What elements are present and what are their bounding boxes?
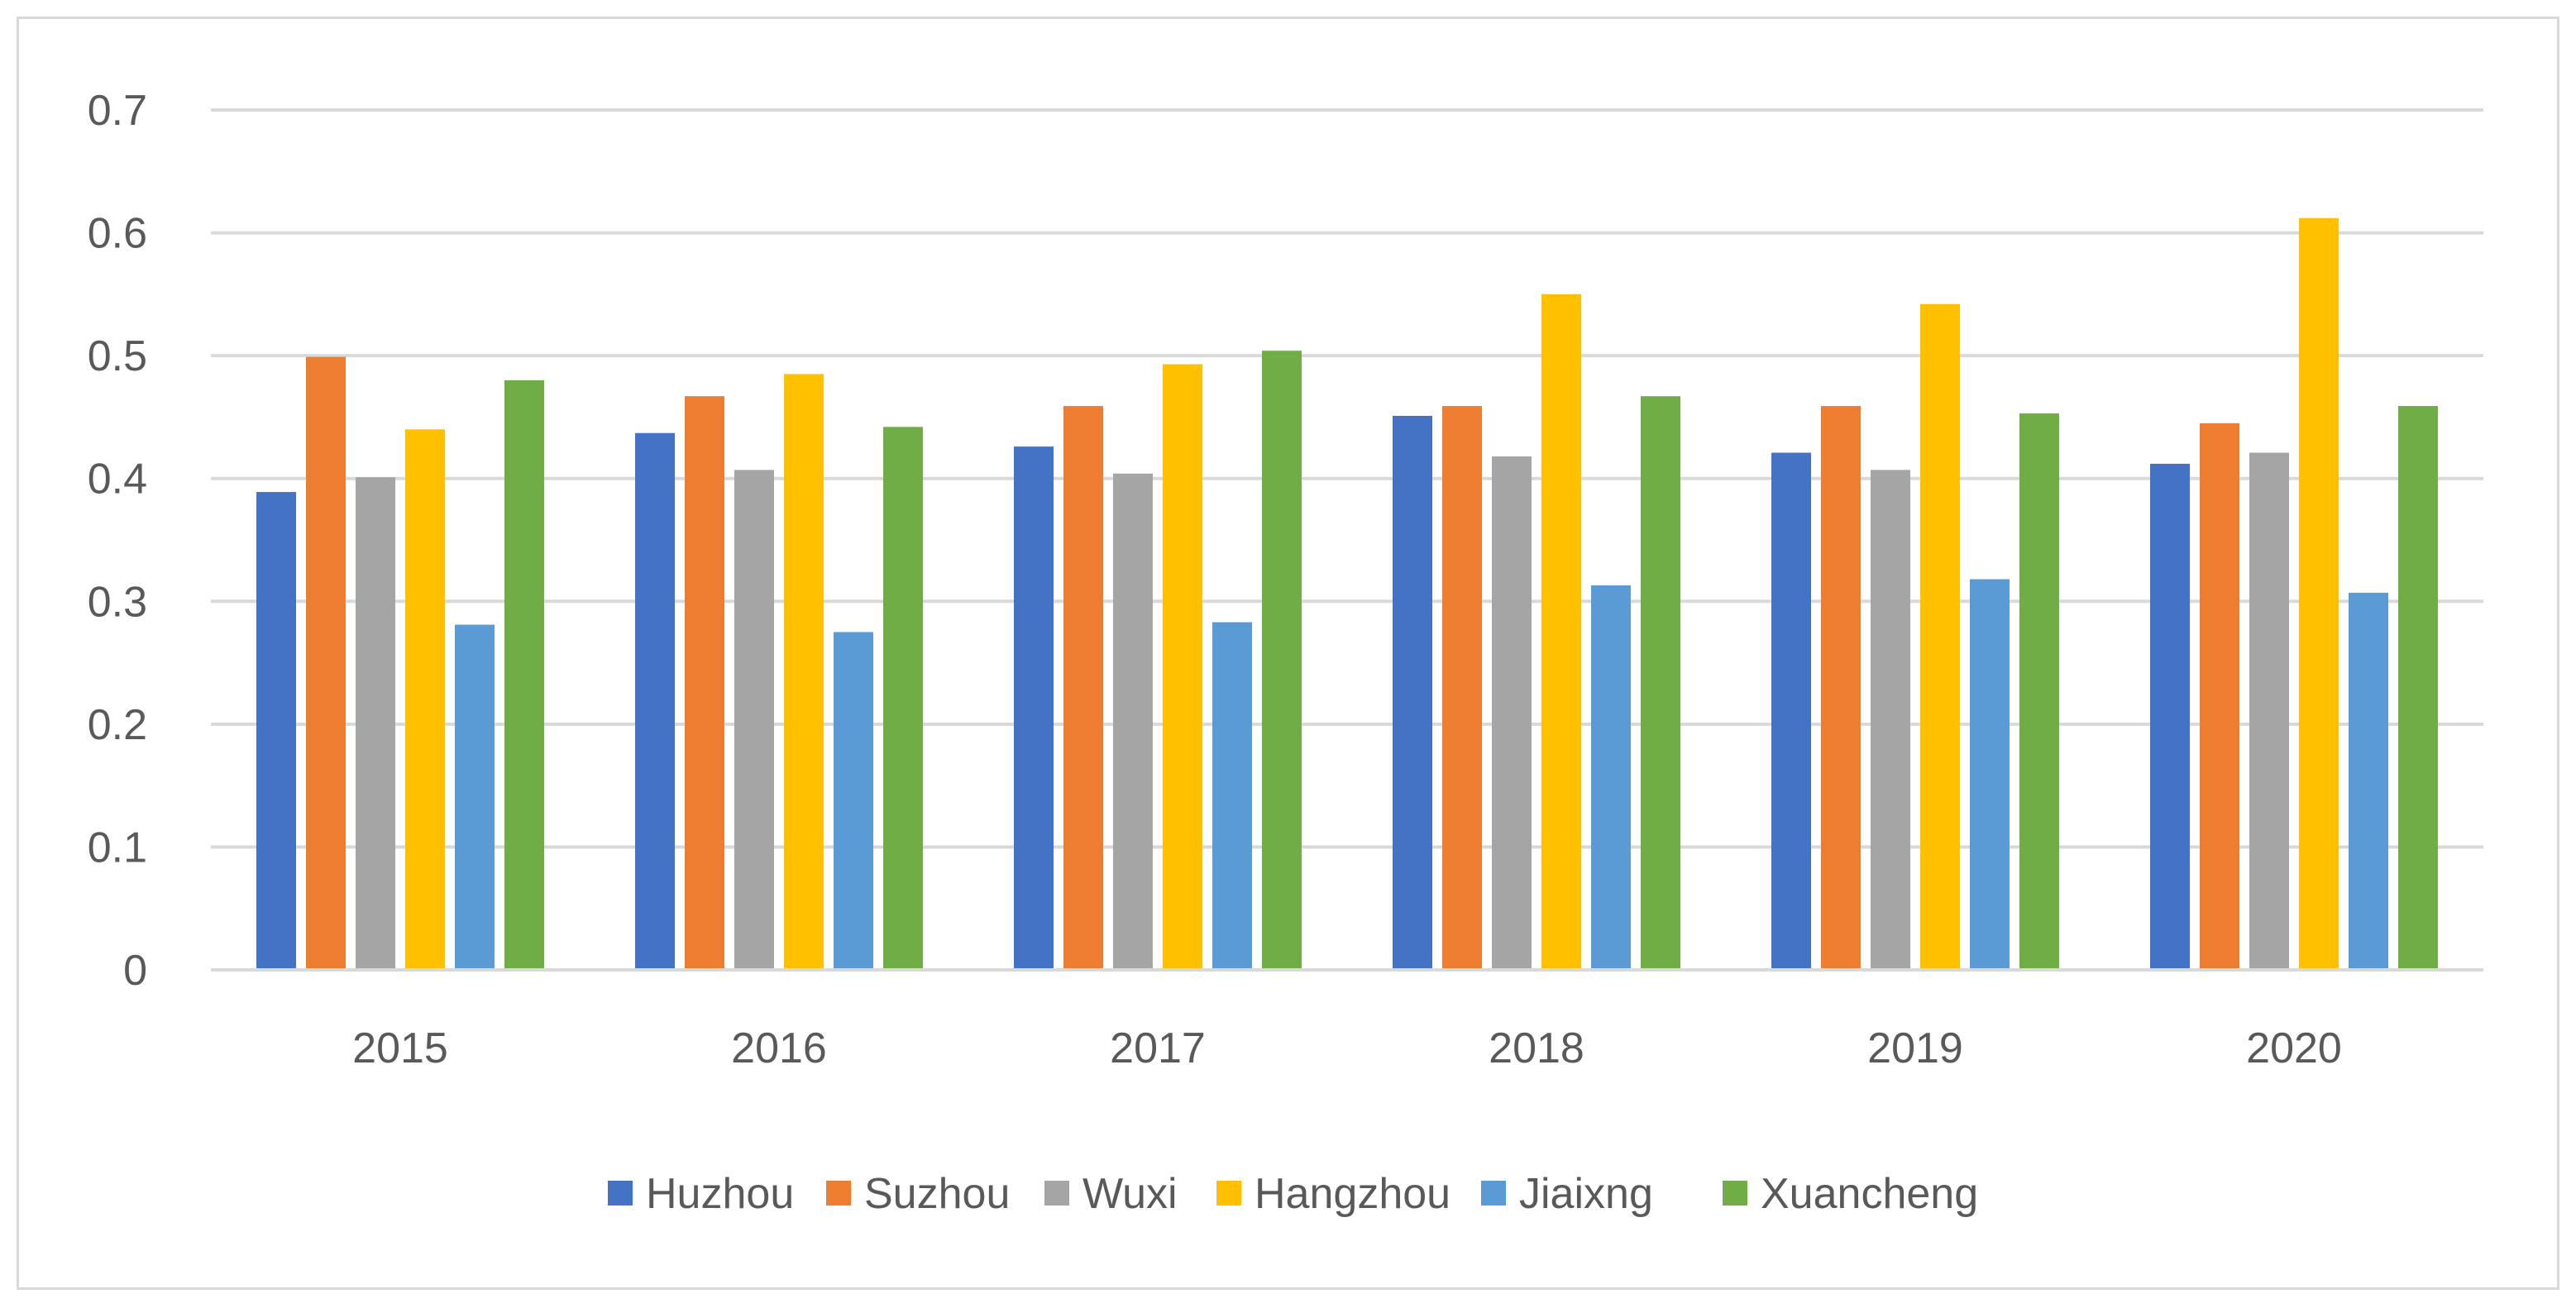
x-tick-label: 2016 [731, 1024, 827, 1072]
y-axis-ticks: 0 0.1 0.2 0.3 0.4 0.5 0.6 0.7 [88, 87, 147, 995]
chart-frame: 0 0.1 0.2 0.3 0.4 0.5 0.6 0.7 2015 2016 2017 2018 2… [17, 17, 2559, 1290]
bar-hangzhou-2017 [1163, 364, 1202, 970]
bar-xuancheng-2019 [2019, 413, 2059, 970]
bar-huzhou-2015 [256, 492, 296, 970]
bar-wuxi-2015 [356, 477, 395, 970]
bar-jiaixng-2018 [1591, 585, 1631, 970]
bar-suzhou-2020 [2200, 423, 2239, 970]
bar-wuxi-2016 [734, 470, 774, 970]
gridlines [211, 108, 2483, 849]
legend-label-wuxi: Wuxi [1082, 1170, 1178, 1218]
bar-xuancheng-2016 [883, 427, 923, 970]
bar-suzhou-2018 [1442, 406, 1482, 970]
bar-jiaixng-2019 [1970, 579, 2010, 970]
legend: Huzhou Suzhou Wuxi Hangzhou Jiaixng Xuancheng [608, 1170, 1978, 1218]
bar-suzhou-2019 [1821, 406, 1861, 970]
bar-chart: 00.10.20.30.40.50.60.7 2015 2016 2017 2018 2… [88, 87, 2483, 1218]
bar-huzhou-2019 [1771, 452, 1811, 970]
y-tick-label: 0.1 [88, 824, 147, 871]
x-tick-label: 2020 [2246, 1024, 2342, 1072]
legend-label-xuancheng: Xuancheng [1761, 1170, 1978, 1218]
bar-hangzhou-2016 [784, 374, 824, 970]
legend-label-hangzhou: Hangzhou [1255, 1170, 1450, 1218]
legend-swatch-jiaixng [1481, 1181, 1506, 1206]
bar-hangzhou-2020 [2299, 217, 2339, 970]
bar-wuxi-2020 [2249, 452, 2289, 970]
y-tick-label: 0.7 [88, 87, 147, 135]
bar-huzhou-2016 [635, 432, 675, 970]
bar-jiaixng-2015 [455, 624, 495, 970]
legend-swatch-suzhou [826, 1181, 851, 1206]
bar-huzhou-2020 [2150, 463, 2190, 970]
legend-swatch-hangzhou [1216, 1181, 1241, 1206]
x-tick-label: 2015 [352, 1024, 448, 1072]
bar-hangzhou-2015 [405, 429, 445, 970]
bar-suzhou-2016 [685, 396, 724, 971]
x-axis-ticks: 2015 2016 2017 2018 2019 2020 [352, 1024, 2342, 1072]
bar-huzhou-2017 [1014, 446, 1054, 970]
legend-swatch-wuxi [1044, 1181, 1069, 1206]
bar-suzhou-2017 [1063, 406, 1103, 970]
x-tick-label: 2018 [1489, 1024, 1584, 1072]
legend-label-huzhou: Huzhou [646, 1170, 794, 1218]
bar-hangzhou-2019 [1920, 303, 1960, 970]
bar-wuxi-2019 [1871, 470, 1910, 970]
bar-suzhou-2015 [306, 356, 346, 971]
bar-xuancheng-2018 [1641, 396, 1680, 971]
bar-jiaixng-2016 [834, 632, 873, 970]
bar-jiaixng-2017 [1212, 622, 1252, 970]
y-tick-label: 0.2 [88, 701, 147, 749]
bar-xuancheng-2017 [1262, 351, 1302, 970]
bar-xuancheng-2015 [504, 380, 544, 970]
bar-wuxi-2018 [1492, 456, 1532, 970]
y-tick-label: 0.5 [88, 332, 147, 380]
bar-jiaixng-2020 [2349, 592, 2388, 970]
legend-swatch-huzhou [608, 1181, 633, 1206]
x-tick-label: 2017 [1110, 1024, 1206, 1072]
legend-swatch-xuancheng [1723, 1181, 1747, 1206]
bar-huzhou-2018 [1393, 415, 1432, 970]
legend-label-jiaixng: Jiaixng [1519, 1170, 1653, 1218]
bar-wuxi-2017 [1113, 473, 1153, 970]
y-tick-label: 0.3 [88, 578, 147, 626]
y-tick-label: 0.6 [88, 210, 147, 258]
x-tick-label: 2019 [1867, 1024, 1963, 1072]
bar-xuancheng-2020 [2398, 406, 2438, 970]
bar-hangzhou-2018 [1541, 294, 1581, 970]
legend-label-suzhou: Suzhou [864, 1170, 1010, 1218]
bars [256, 217, 2438, 971]
y-tick-label: 0.4 [88, 456, 147, 504]
y-tick-label: 0 [123, 947, 147, 995]
